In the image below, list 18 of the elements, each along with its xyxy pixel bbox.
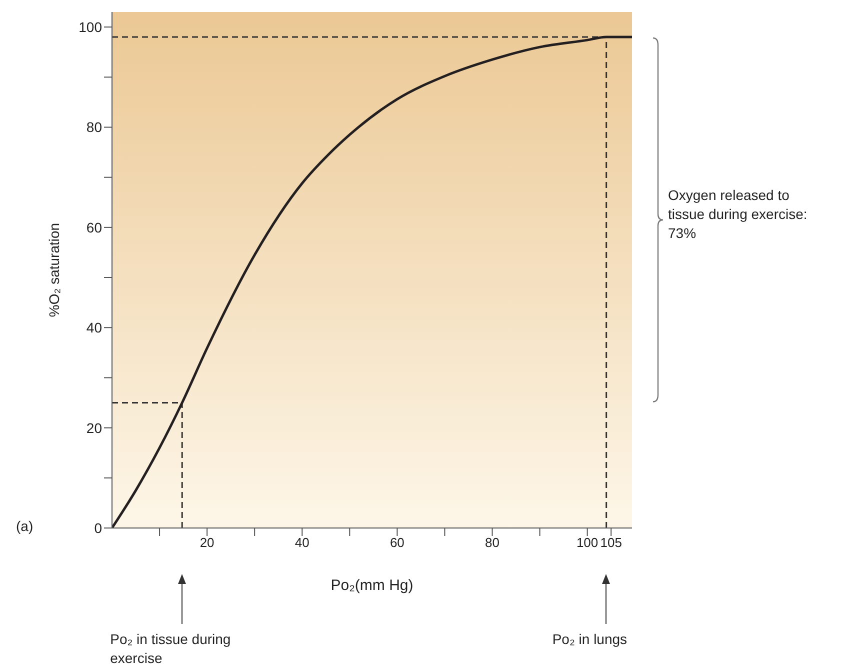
y-tick-label: 40 <box>86 320 102 336</box>
x-tick-label: 80 <box>485 535 500 550</box>
y-tick-label: 60 <box>86 219 102 236</box>
x-axis-title: Po₂(mm Hg) <box>330 577 414 594</box>
text: (a) <box>16 518 34 534</box>
x-tick-label: 40 <box>294 535 310 550</box>
x-tick-label: 100 <box>576 535 598 550</box>
y-tick-label: 0 <box>94 520 102 536</box>
x-tick-label: 60 <box>390 535 404 550</box>
text: Oxygen released to tissue during exercise: 73% <box>668 186 808 243</box>
y-tick-label: 20 <box>86 420 102 436</box>
y-tick-label: 100 <box>78 19 102 35</box>
x-tick-label: 20 <box>200 535 214 550</box>
text: Po₂ in tissue during exercise <box>110 630 232 664</box>
y-tick-label: 80 <box>86 119 102 136</box>
text: Po₂ in lungs <box>552 630 628 649</box>
x-tick-label: 105 <box>600 535 622 550</box>
y-axis-title: %O₂ saturation <box>46 222 62 318</box>
